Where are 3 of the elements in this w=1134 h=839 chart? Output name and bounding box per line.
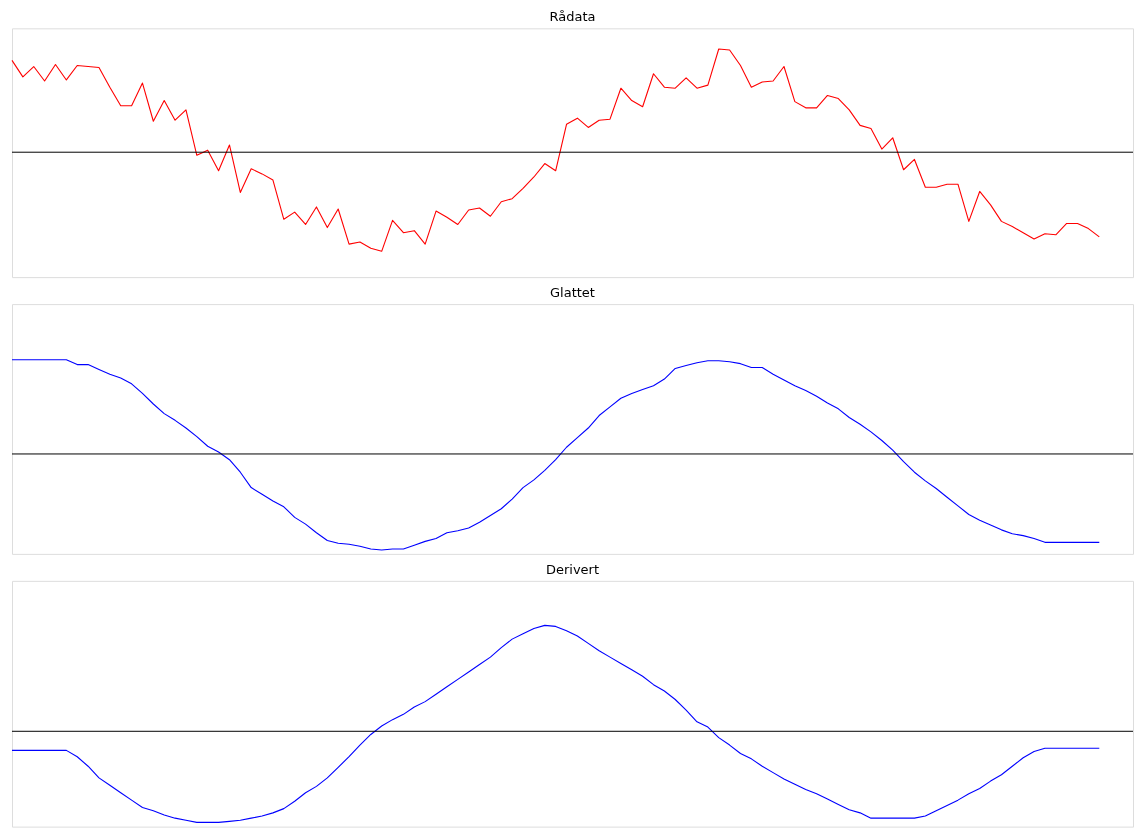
chart-title: Glattet [550,285,595,301]
chart-title: Derivert [546,561,599,577]
chart-title: Rådata [549,9,596,25]
